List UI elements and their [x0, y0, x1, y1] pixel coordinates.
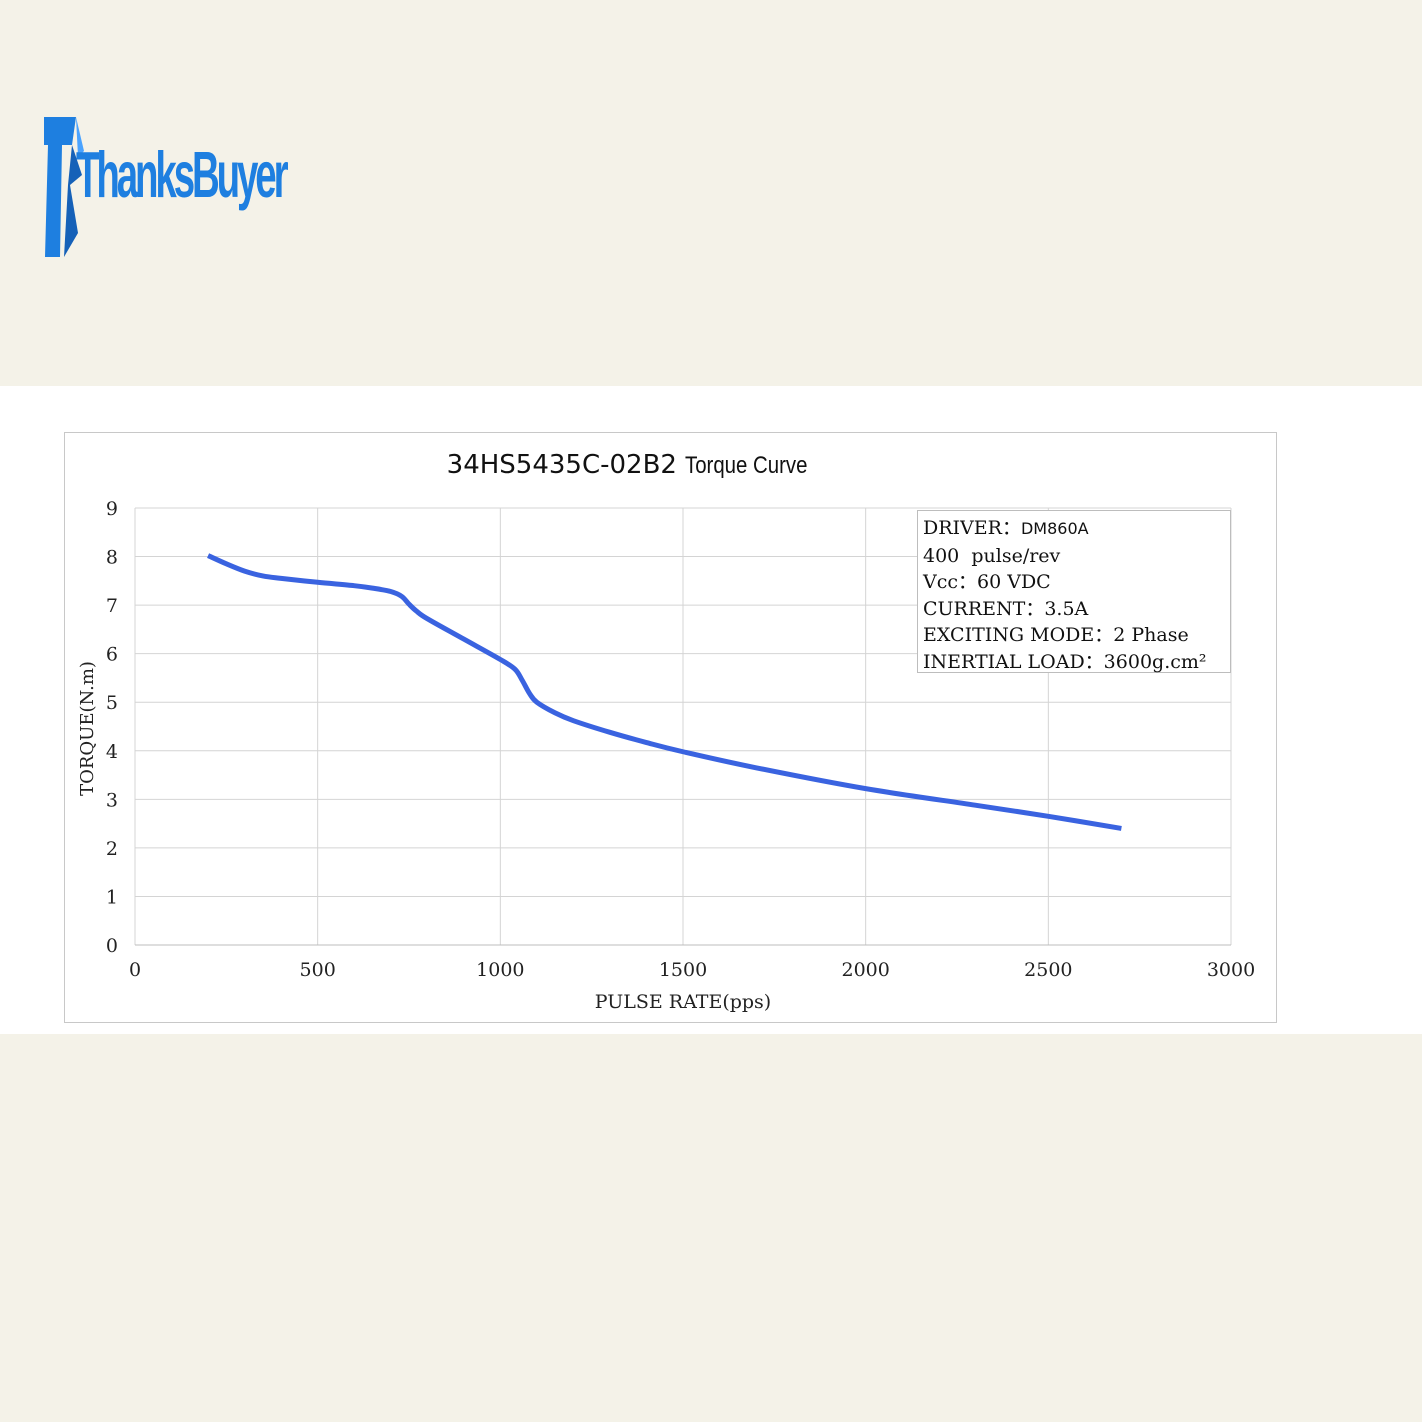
- y-tick-label: 2: [106, 838, 118, 860]
- logo-mark-icon: [44, 117, 84, 257]
- y-tick-label: 9: [106, 498, 118, 520]
- y-tick-label: 5: [106, 692, 118, 714]
- y-tick-label: 0: [106, 935, 118, 957]
- x-tick-label: 1000: [476, 959, 524, 981]
- y-tick-label: 7: [106, 595, 118, 617]
- spec-exciting-mode: EXCITING MODE：2 Phase: [923, 624, 1189, 646]
- x-axis-label: PULSE RATE(pps): [595, 991, 771, 1013]
- chart-title-model: 34HS5435C-02B2: [446, 450, 677, 480]
- x-tick-label: 0: [129, 959, 141, 981]
- chart-title: 34HS5435C-02B2 Torque Curve: [0, 450, 1276, 480]
- spec-driver-label: DRIVER：: [923, 517, 1021, 539]
- spec-driver-value: DM860A: [1020, 519, 1089, 538]
- spec-pulse: 400 pulse/rev: [923, 544, 1061, 567]
- spec-inertial-load: INERTIAL LOAD：3600g.cm²: [923, 650, 1207, 673]
- x-tick-label: 3000: [1207, 959, 1255, 981]
- y-tick-label: 6: [106, 644, 118, 666]
- x-tick-label: 1500: [659, 959, 707, 981]
- spec-vcc: Vcc：60 VDC: [923, 571, 1051, 593]
- x-tick-label: 500: [300, 959, 336, 981]
- y-tick-label: 3: [106, 789, 118, 811]
- y-axis-label: TORQUE(N.m): [77, 661, 98, 796]
- chart-title-suffix: Torque Curve: [685, 452, 808, 479]
- brand-logo: [42, 115, 257, 257]
- spec-driver: DRIVER：DM860A: [923, 515, 1230, 543]
- spec-box: DRIVER：DM860A 400 pulse/rev Vcc：60 VDC C…: [917, 510, 1231, 673]
- x-tick-label: 2500: [1024, 959, 1072, 981]
- y-tick-label: 8: [106, 547, 118, 569]
- y-tick-label: 4: [106, 741, 118, 763]
- y-tick-label: 1: [106, 886, 118, 908]
- x-tick-label: 2000: [841, 959, 889, 981]
- spec-current: CURRENT：3.5A: [923, 597, 1089, 620]
- torque-series-line: [207, 553, 1122, 831]
